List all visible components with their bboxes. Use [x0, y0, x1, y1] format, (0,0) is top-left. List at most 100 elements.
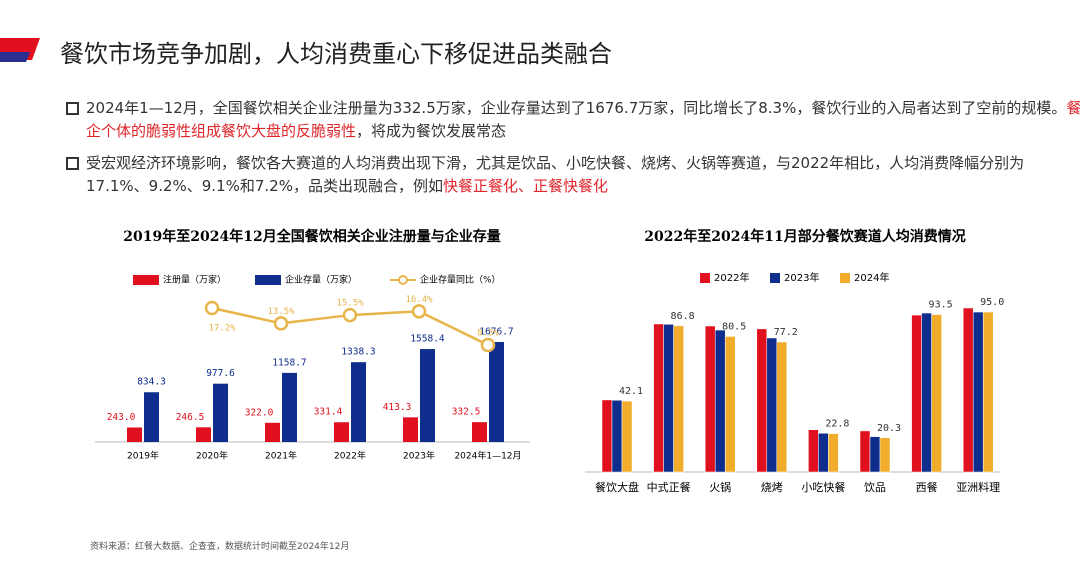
bar	[611, 400, 623, 473]
bullet-text: 2024年1—12月，全国餐饮相关企业注册量为332.5万家，企业存量达到了16…	[86, 99, 1067, 117]
data-label: 977.6	[206, 368, 235, 379]
data-label: 331.4	[314, 407, 343, 418]
slide-title: 餐饮市场竞争加剧，人均消费重心下移促进品类融合	[60, 40, 612, 68]
legend-swatch	[255, 275, 281, 285]
x-tick-label: 2023年	[403, 450, 435, 462]
bar	[489, 342, 504, 442]
bar	[127, 427, 142, 442]
x-tick-label: 火锅	[709, 481, 731, 494]
bar	[972, 311, 984, 473]
bar	[601, 399, 613, 473]
line-point	[273, 316, 289, 331]
data-label: 22.8	[825, 419, 849, 430]
x-tick-label: 2021年	[265, 450, 297, 462]
x-tick-label: 2022年	[334, 450, 366, 462]
data-label: 95.0	[980, 297, 1004, 308]
line-point	[204, 300, 220, 316]
legend-label: 注册量（万家）	[163, 274, 226, 286]
bullet-text: 快餐正餐化、正餐快餐化	[442, 177, 608, 195]
x-tick-label: 饮品	[864, 481, 886, 494]
x-tick-label: 烧烤	[761, 480, 783, 494]
x-tick-label: 2020年	[196, 450, 228, 462]
data-label: 42.1	[619, 386, 643, 397]
data-label: 332.5	[452, 407, 481, 418]
bar	[962, 307, 974, 473]
legend-label: 企业存量同比（%）	[420, 274, 501, 286]
bar	[663, 324, 674, 473]
data-label: 77.2	[774, 327, 798, 338]
chart-title: 2019年至2024年12月全国餐饮相关企业注册量与企业存量	[123, 228, 500, 245]
bar	[921, 312, 932, 473]
data-label: 17.2%	[208, 324, 236, 334]
legend-label: 2022年	[714, 271, 749, 284]
x-tick-label: 小吃快餐	[801, 480, 845, 494]
source-note: 资料来源：红餐大数据、企查查，数据统计时间截至2024年12月	[90, 542, 350, 552]
line-point	[411, 304, 427, 319]
bullet-text: 餐企个体的脆弱性组成餐饮大盘的反脆弱性	[86, 99, 1080, 140]
x-tick-label: 亚洲料理	[956, 480, 1000, 494]
data-label: 1338.3	[341, 347, 375, 358]
bar	[911, 314, 922, 473]
data-label: 86.8	[671, 311, 695, 322]
header-icon	[0, 52, 30, 62]
bullet: 2024年1—12月，全国餐饮相关企业注册量为332.5万家，企业存量达到了16…	[64, 97, 1080, 143]
bar	[776, 341, 788, 473]
bar	[808, 429, 819, 473]
data-label: 1558.4	[410, 334, 445, 345]
bar	[724, 336, 736, 473]
data-label: 322.0	[245, 407, 274, 418]
legend-label: 2023年	[784, 271, 819, 284]
bar	[196, 427, 211, 442]
line-point	[480, 337, 496, 353]
data-label: 93.5	[929, 300, 953, 311]
bar	[859, 430, 871, 473]
data-label: 1676.7	[479, 327, 513, 338]
legend-swatch	[840, 273, 850, 283]
bullet-text: ，将成为餐饮发展常态	[356, 122, 507, 140]
legend-swatch	[398, 275, 408, 285]
bar	[714, 329, 726, 473]
bar	[144, 392, 159, 442]
bar	[420, 349, 435, 442]
legend-swatch	[133, 275, 159, 285]
data-label: 243.0	[107, 412, 136, 423]
bar	[756, 328, 768, 473]
bar	[766, 337, 778, 473]
bar	[282, 372, 297, 442]
bar	[621, 400, 633, 473]
data-label: 20.3	[877, 423, 901, 434]
data-label: 13.5%	[267, 307, 295, 317]
bar	[213, 383, 228, 442]
bar	[828, 433, 839, 473]
data-label: 16.4%	[405, 295, 433, 305]
bullet-text: 受宏观经济环境影响，餐饮各大赛道的人均消费出现下滑，尤其是饮品、小吃快餐、烧烤、…	[86, 154, 1025, 195]
bar	[265, 422, 280, 442]
bar	[351, 362, 366, 442]
bar	[931, 314, 942, 473]
bullet-mark	[66, 157, 79, 170]
data-label: 8.3%	[477, 329, 499, 339]
bar	[472, 422, 487, 442]
bar	[818, 433, 829, 473]
legend-swatch	[770, 273, 780, 283]
bullet-mark	[66, 102, 79, 115]
legend-label: 企业存量（万家）	[285, 274, 357, 286]
bar	[869, 436, 881, 473]
bar	[704, 325, 716, 473]
x-tick-label: 西餐	[916, 480, 938, 494]
x-tick-label: 餐饮大盘	[595, 480, 639, 494]
x-tick-label: 中式正餐	[647, 480, 691, 494]
data-label: 1158.7	[272, 357, 306, 368]
bar	[982, 311, 994, 473]
bullet: 受宏观经济环境影响，餐饮各大赛道的人均消费出现下滑，尤其是饮品、小吃快餐、烧烤、…	[64, 152, 1080, 198]
chart-title: 2022年至2024年11月部分餐饮赛道人均消费情况	[644, 228, 965, 245]
data-label: 834.3	[137, 377, 166, 388]
bar	[653, 323, 664, 473]
data-label: 80.5	[722, 321, 746, 332]
line-point	[342, 307, 358, 323]
bar	[673, 325, 684, 473]
data-label: 15.5%	[336, 299, 364, 309]
data-label: 246.5	[176, 412, 205, 423]
